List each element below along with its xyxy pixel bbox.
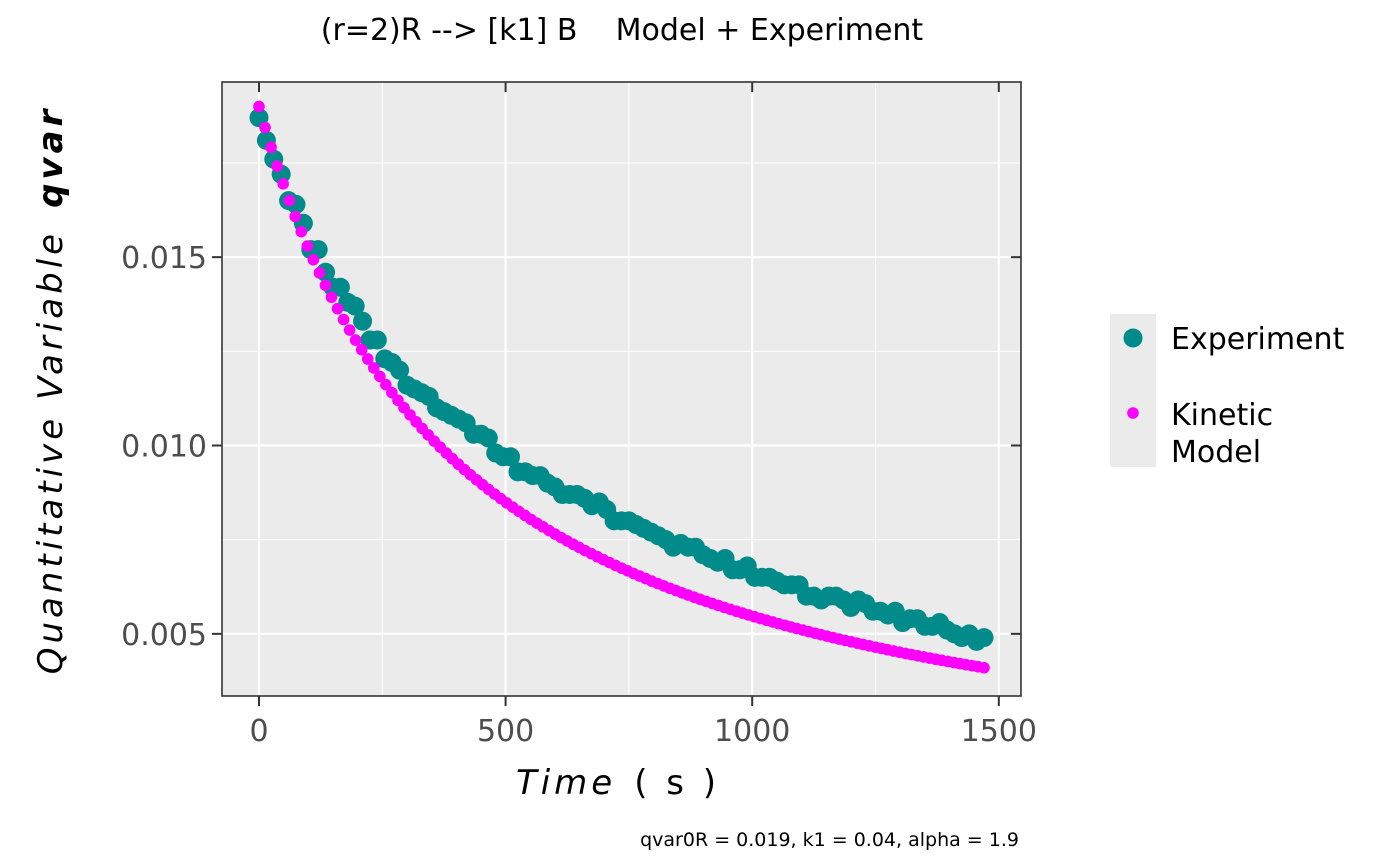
kinetic-model-point [978,661,990,674]
experiment-point [330,277,350,297]
kinetic-model-series [253,100,990,674]
y-tick-label: 0.005 [121,618,207,653]
y-tick-label: 0.015 [121,241,207,276]
legend-model-label-line1: Kinetic [1171,398,1273,433]
experiment-point [974,628,994,648]
legend-experiment-label: Experiment [1171,322,1345,357]
x-tick-label: 500 [477,714,534,749]
y-axis-title: Quantitative Variableqvar [31,106,71,675]
kinetic-model-point [265,141,277,154]
kinetic-model-point [374,370,386,383]
kinetic-model-point [361,353,374,365]
kinetic-model-point [380,378,392,391]
legend-model-label: Kinetic Model [1171,398,1283,470]
kinetic-model-point [343,324,356,336]
kinetic-model-point [367,362,380,374]
plot-panel [222,82,1021,696]
kinetic-model-point [319,279,332,292]
kinetic-model-point [271,160,283,172]
y-tick-label: 0.010 [121,430,207,465]
experiment-point [367,330,387,350]
plot-border [221,81,1022,697]
kinetic-model-point [349,334,362,346]
kinetic-model-point [289,210,302,223]
chart-caption: qvar0R = 0.019, k1 = 0.04, alpha = 1.9 [640,829,1019,851]
major-grid [222,82,1021,696]
kinetic-model-point [355,343,368,356]
kinetic-model-point [259,121,271,134]
experiment-point [478,428,498,448]
legend: Experiment Kinetic Model [1110,314,1345,470]
kinetic-model-point [301,240,314,252]
legend-experiment-marker [1123,328,1143,348]
x-axis-title: Time( s ) [516,763,720,803]
kinetic-model-point [277,178,289,190]
chart-title: (r=2)R --> [k1] B Model + Experiment [321,13,924,48]
legend-model-label-line2: Model [1171,435,1261,470]
kinetic-model-point [295,225,308,238]
kinetic-model-point [331,302,344,315]
experiment-point [390,360,410,380]
legend-model-marker [1127,407,1139,419]
experiment-point [353,311,373,331]
x-tick-label: 0 [249,714,268,749]
kinetic-model-point [307,253,320,266]
kinetic-model-point [283,194,295,207]
experiment-point [501,447,521,467]
x-tick-label: 1000 [714,714,790,749]
x-tick-label: 1500 [961,714,1037,749]
kinetic-model-point [325,291,338,304]
minor-grid [222,82,1021,696]
axis-ticks: 0 500 1000 1500 0.005 0.010 0.015 [121,82,1037,749]
kinetic-model-point [313,267,326,279]
experiment-point [345,296,365,316]
kinetic-model-point [337,313,350,326]
kinetic-model-point [253,100,265,113]
